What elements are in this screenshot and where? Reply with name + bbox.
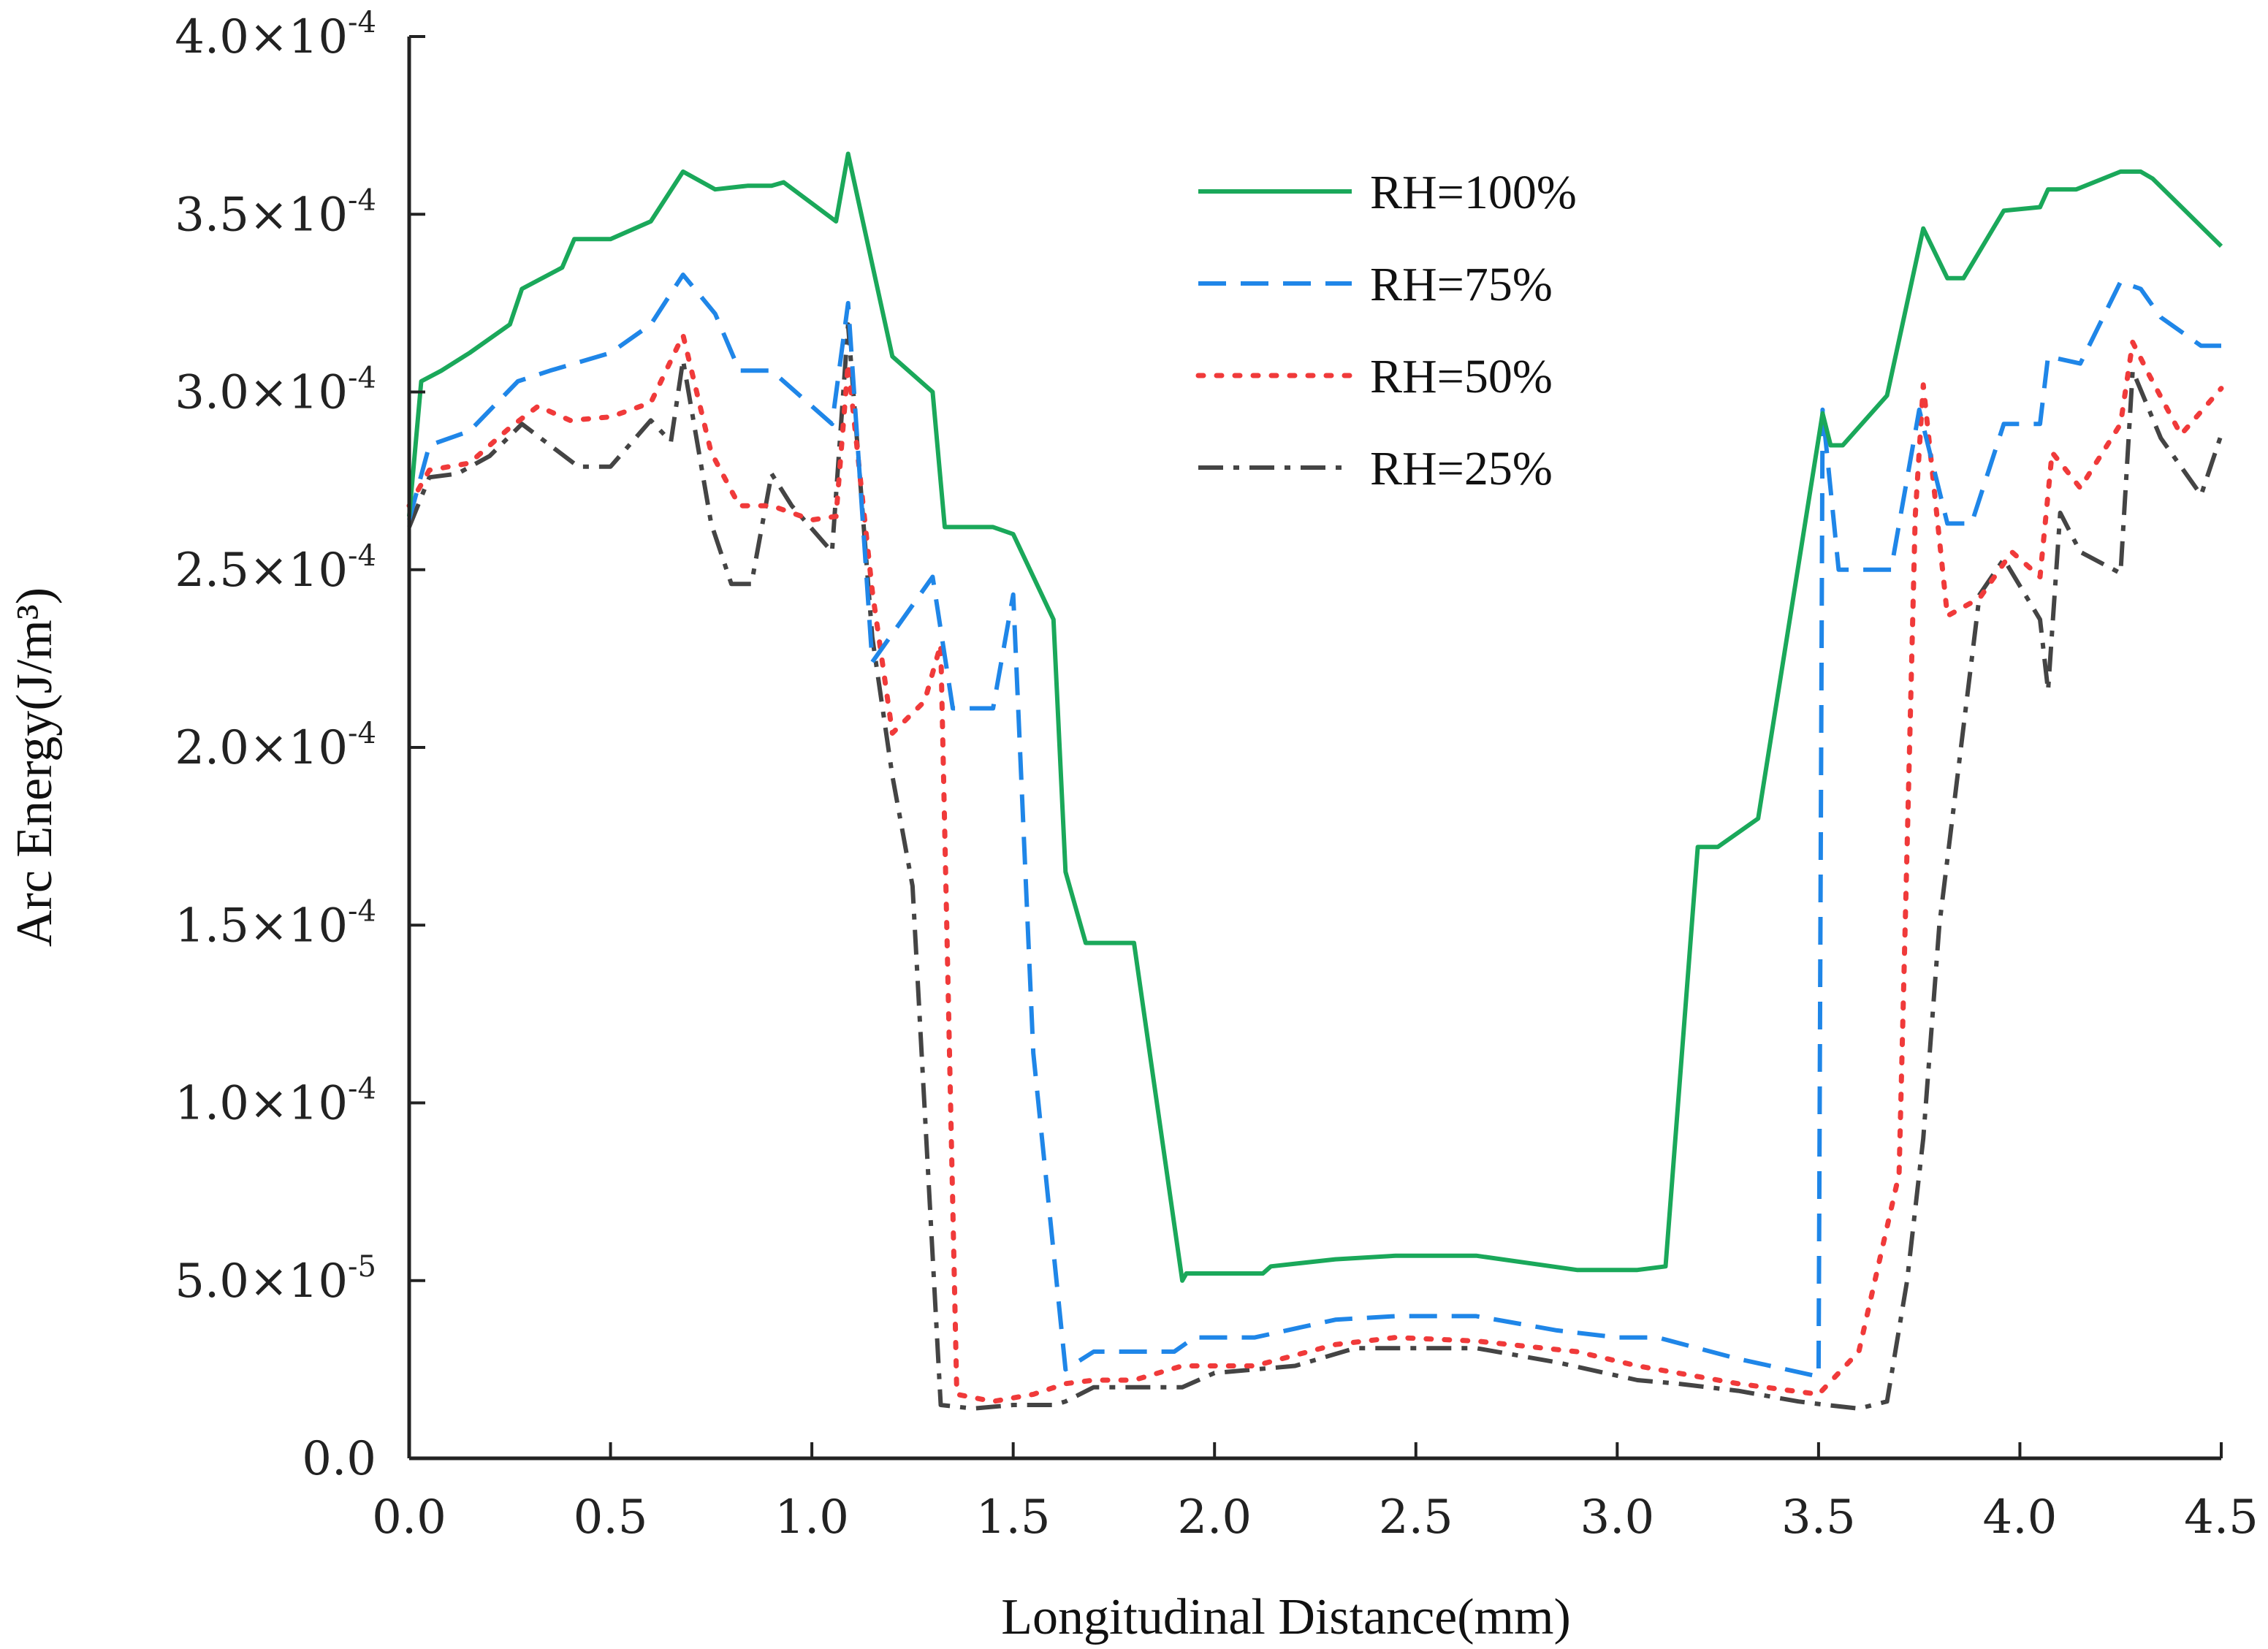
y-tick-mantissa: 0.0 xyxy=(302,1432,376,1486)
y-tick-label: 3.0×10-4 xyxy=(175,362,376,420)
y-tick-exponent: -4 xyxy=(348,183,376,217)
y-tick-exponent: -4 xyxy=(348,894,376,928)
x-tick-label: 2.0 xyxy=(1177,1490,1252,1545)
legend: RH=100% RH=75% RH=50% RH=25% xyxy=(1195,166,1577,495)
y-tick-label: 4.0×10-4 xyxy=(175,6,376,64)
x-tick-label: 4.0 xyxy=(1983,1490,2058,1545)
y-tick-mantissa: 2.5×10 xyxy=(175,544,348,598)
y-tick-label: 2.0×10-4 xyxy=(175,717,376,775)
y-tick-label: 5.0×10-5 xyxy=(175,1250,376,1309)
y-tick-exponent: -5 xyxy=(348,1250,376,1284)
legend-label: RH=50% xyxy=(1370,350,1553,403)
x-axis-title: Longitudinal Distance(mm) xyxy=(1001,1589,1571,1645)
x-tick-label: 1.5 xyxy=(976,1490,1051,1545)
series-layer xyxy=(406,151,2224,1411)
y-tick-label: 0.0 xyxy=(302,1432,376,1486)
x-tick-label: 3.0 xyxy=(1580,1490,1654,1545)
x-axis-ticks: 0.0 0.5 1.0 1.5 2.0 2.5 3.0 3.5 4.0 4.5 xyxy=(372,1442,2259,1545)
x-tick-label: 2.5 xyxy=(1379,1490,1453,1545)
x-tick-label: 0.0 xyxy=(372,1490,446,1545)
y-tick-mantissa: 5.0×10 xyxy=(175,1254,348,1309)
x-tick-label: 4.5 xyxy=(2184,1490,2259,1545)
y-axis-title: Arc Energy(J/m³) xyxy=(7,587,63,947)
y-tick-exponent: -4 xyxy=(348,539,376,573)
series-line-rh75 xyxy=(407,273,2221,1379)
legend-label: RH=75% xyxy=(1370,258,1553,311)
legend-label: RH=25% xyxy=(1370,442,1553,495)
y-tick-exponent: -4 xyxy=(348,1073,376,1106)
y-tick-mantissa: 3.0×10 xyxy=(175,366,348,420)
y-tick-mantissa: 4.0×10 xyxy=(175,10,348,64)
y-axis-ticks: 0.05.0×10-51.0×10-41.5×10-42.0×10-42.5×1… xyxy=(175,6,425,1486)
y-tick-label: 1.5×10-4 xyxy=(175,894,376,953)
x-tick-label: 3.5 xyxy=(1781,1490,1856,1545)
series-line-rh50 xyxy=(406,332,2224,1404)
y-tick-label: 2.5×10-4 xyxy=(175,539,376,598)
legend-label: RH=100% xyxy=(1370,166,1577,219)
y-tick-mantissa: 2.0×10 xyxy=(175,721,348,775)
y-tick-exponent: -4 xyxy=(348,717,376,750)
y-tick-label: 3.5×10-4 xyxy=(175,183,376,242)
x-tick-label: 1.0 xyxy=(775,1490,849,1545)
y-tick-label: 1.0×10-4 xyxy=(175,1073,376,1131)
y-tick-mantissa: 1.0×10 xyxy=(175,1077,348,1131)
x-tick-label: 0.5 xyxy=(574,1490,648,1545)
series-line-rh100 xyxy=(407,151,2223,1283)
y-tick-mantissa: 1.5×10 xyxy=(175,899,348,953)
y-tick-exponent: -4 xyxy=(348,6,376,39)
plot-area: 0.05.0×10-51.0×10-41.5×10-42.0×10-42.5×1… xyxy=(175,6,2259,1545)
y-tick-exponent: -4 xyxy=(348,362,376,395)
y-tick-mantissa: 3.5×10 xyxy=(175,188,348,242)
